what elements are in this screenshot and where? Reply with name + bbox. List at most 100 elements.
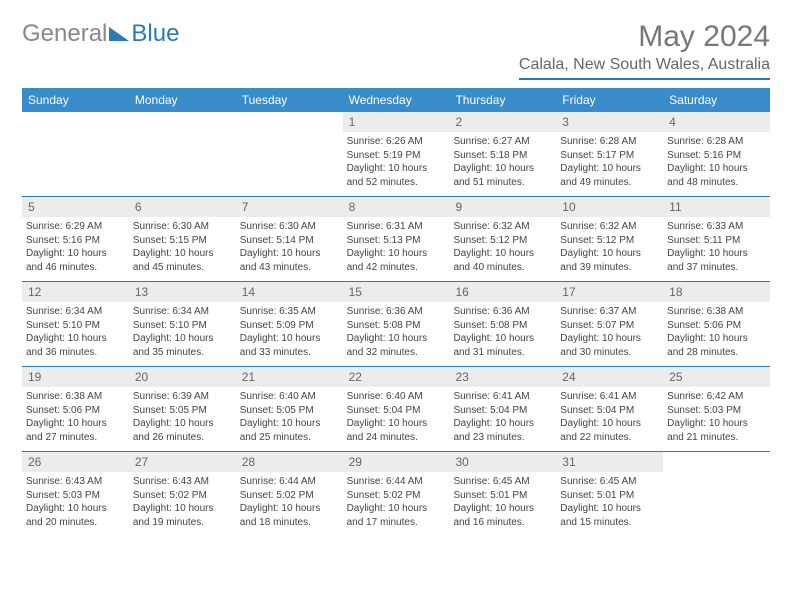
sunset-text: Sunset: 5:11 PM — [667, 234, 766, 248]
day-content: Sunrise: 6:32 AMSunset: 5:12 PMDaylight:… — [449, 217, 556, 280]
daylight-text: Daylight: 10 hours and 22 minutes. — [560, 417, 659, 444]
daylight-text: Daylight: 10 hours and 37 minutes. — [667, 247, 766, 274]
day-content: Sunrise: 6:35 AMSunset: 5:09 PMDaylight:… — [236, 302, 343, 365]
sunrise-text: Sunrise: 6:45 AM — [560, 475, 659, 489]
day-content: Sunrise: 6:41 AMSunset: 5:04 PMDaylight:… — [449, 387, 556, 450]
day-cell: 27 Sunrise: 6:43 AMSunset: 5:02 PMDayligh… — [129, 452, 236, 536]
day-number: 2 — [449, 112, 556, 132]
daylight-text: Daylight: 10 hours and 40 minutes. — [453, 247, 552, 274]
location-text: Calala, New South Wales, Australia — [519, 56, 770, 80]
sunrise-text: Sunrise: 6:36 AM — [347, 305, 446, 319]
day-content: Sunrise: 6:36 AMSunset: 5:08 PMDaylight:… — [449, 302, 556, 365]
sunrise-text: Sunrise: 6:39 AM — [133, 390, 232, 404]
sunrise-text: Sunrise: 6:40 AM — [240, 390, 339, 404]
daylight-text: Daylight: 10 hours and 26 minutes. — [133, 417, 232, 444]
day-content: Sunrise: 6:28 AMSunset: 5:16 PMDaylight:… — [663, 132, 770, 195]
day-content: Sunrise: 6:31 AMSunset: 5:13 PMDaylight:… — [343, 217, 450, 280]
day-cell: 17Sunrise: 6:37 AMSunset: 5:07 PMDayligh… — [556, 282, 663, 366]
day-cell: 15Sunrise: 6:36 AMSunset: 5:08 PMDayligh… — [343, 282, 450, 366]
day-content: Sunrise: 6:33 AMSunset: 5:11 PMDaylight:… — [663, 217, 770, 280]
sunrise-text: Sunrise: 6:37 AM — [560, 305, 659, 319]
day-number: 1 — [343, 112, 450, 132]
day-cell: 26Sunrise: 6:43 AMSunset: 5:03 PMDayligh… — [22, 452, 129, 536]
sunset-text: Sunset: 5:10 PM — [26, 319, 125, 333]
day-header: Monday — [129, 88, 236, 112]
sunrise-text: Sunrise: 6:27 AM — [453, 135, 552, 149]
sunset-text: Sunset: 5:02 PM — [133, 489, 232, 503]
day-number: 31 — [556, 452, 663, 472]
sunset-text: Sunset: 5:02 PM — [347, 489, 446, 503]
day-content: Sunrise: 6:45 AMSunset: 5:01 PMDaylight:… — [556, 472, 663, 535]
day-cell: 4Sunrise: 6:28 AMSunset: 5:16 PMDaylight… — [663, 112, 770, 196]
day-header: Tuesday — [236, 88, 343, 112]
day-cell: 25Sunrise: 6:42 AMSunset: 5:03 PMDayligh… — [663, 367, 770, 451]
daylight-text: Daylight: 10 hours and 27 minutes. — [26, 417, 125, 444]
day-number: 8 — [343, 197, 450, 217]
daylight-text: Daylight: 10 hours and 16 minutes. — [453, 502, 552, 529]
sunset-text: Sunset: 5:06 PM — [667, 319, 766, 333]
sunrise-text: Sunrise: 6:29 AM — [26, 220, 125, 234]
week-row: 26Sunrise: 6:43 AMSunset: 5:03 PMDayligh… — [22, 452, 770, 536]
day-content: Sunrise: 6:34 AMSunset: 5:10 PMDaylight:… — [129, 302, 236, 365]
day-cell: 24Sunrise: 6:41 AMSunset: 5:04 PMDayligh… — [556, 367, 663, 451]
day-number: 27 — [129, 452, 236, 472]
sunrise-text: Sunrise: 6:44 AM — [240, 475, 339, 489]
day-content: Sunrise: 6:41 AMSunset: 5:04 PMDaylight:… — [556, 387, 663, 450]
daylight-text: Daylight: 10 hours and 15 minutes. — [560, 502, 659, 529]
day-content: Sunrise: 6:30 AMSunset: 5:15 PMDaylight:… — [129, 217, 236, 280]
day-content: Sunrise: 6:28 AMSunset: 5:17 PMDaylight:… — [556, 132, 663, 195]
day-content: Sunrise: 6:29 AMSunset: 5:16 PMDaylight:… — [22, 217, 129, 280]
sunset-text: Sunset: 5:05 PM — [240, 404, 339, 418]
sunset-text: Sunset: 5:06 PM — [26, 404, 125, 418]
day-content: Sunrise: 6:30 AMSunset: 5:14 PMDaylight:… — [236, 217, 343, 280]
day-cell: 16Sunrise: 6:36 AMSunset: 5:08 PMDayligh… — [449, 282, 556, 366]
sunset-text: Sunset: 5:15 PM — [133, 234, 232, 248]
sunrise-text: Sunrise: 6:42 AM — [667, 390, 766, 404]
daylight-text: Daylight: 10 hours and 42 minutes. — [347, 247, 446, 274]
day-number: 4 — [663, 112, 770, 132]
sunrise-text: Sunrise: 6:44 AM — [347, 475, 446, 489]
day-number: 9 — [449, 197, 556, 217]
daylight-text: Daylight: 10 hours and 36 minutes. — [26, 332, 125, 359]
sunset-text: Sunset: 5:13 PM — [347, 234, 446, 248]
day-header: Saturday — [663, 88, 770, 112]
daylight-text: Daylight: 10 hours and 51 minutes. — [453, 162, 552, 189]
day-number: 15 — [343, 282, 450, 302]
daylight-text: Daylight: 10 hours and 28 minutes. — [667, 332, 766, 359]
sunrise-text: Sunrise: 6:34 AM — [26, 305, 125, 319]
sunset-text: Sunset: 5:16 PM — [26, 234, 125, 248]
sunrise-text: Sunrise: 6:26 AM — [347, 135, 446, 149]
day-cell: 23Sunrise: 6:41 AMSunset: 5:04 PMDayligh… — [449, 367, 556, 451]
day-cell: 9Sunrise: 6:32 AMSunset: 5:12 PMDaylight… — [449, 197, 556, 281]
sunset-text: Sunset: 5:08 PM — [453, 319, 552, 333]
week-row: 19Sunrise: 6:38 AMSunset: 5:06 PMDayligh… — [22, 367, 770, 452]
day-content: Sunrise: 6:40 AMSunset: 5:04 PMDaylight:… — [343, 387, 450, 450]
title-block: May 2024 Calala, New South Wales, Austra… — [519, 20, 770, 80]
sunset-text: Sunset: 5:05 PM — [133, 404, 232, 418]
daylight-text: Daylight: 10 hours and 19 minutes. — [133, 502, 232, 529]
day-content: Sunrise: 6:36 AMSunset: 5:08 PMDaylight:… — [343, 302, 450, 365]
day-number: 24 — [556, 367, 663, 387]
logo-triangle-icon — [109, 20, 129, 48]
day-content: Sunrise: 6:37 AMSunset: 5:07 PMDaylight:… — [556, 302, 663, 365]
daylight-text: Daylight: 10 hours and 45 minutes. — [133, 247, 232, 274]
day-cell: 10Sunrise: 6:32 AMSunset: 5:12 PMDayligh… — [556, 197, 663, 281]
sunset-text: Sunset: 5:14 PM — [240, 234, 339, 248]
sunset-text: Sunset: 5:01 PM — [453, 489, 552, 503]
month-title: May 2024 — [519, 20, 770, 54]
daylight-text: Daylight: 10 hours and 46 minutes. — [26, 247, 125, 274]
sunset-text: Sunset: 5:03 PM — [26, 489, 125, 503]
logo-text-left: General — [22, 20, 107, 48]
day-number: 23 — [449, 367, 556, 387]
sunrise-text: Sunrise: 6:32 AM — [453, 220, 552, 234]
sunrise-text: Sunrise: 6:43 AM — [133, 475, 232, 489]
day-number: 6 — [129, 197, 236, 217]
daylight-text: Daylight: 10 hours and 20 minutes. — [26, 502, 125, 529]
sunset-text: Sunset: 5:04 PM — [453, 404, 552, 418]
sunset-text: Sunset: 5:17 PM — [560, 149, 659, 163]
sunrise-text: Sunrise: 6:35 AM — [240, 305, 339, 319]
day-cell: 30Sunrise: 6:45 AMSunset: 5:01 PMDayligh… — [449, 452, 556, 536]
week-row: 5Sunrise: 6:29 AMSunset: 5:16 PMDaylight… — [22, 197, 770, 282]
day-content: Sunrise: 6:27 AMSunset: 5:18 PMDaylight:… — [449, 132, 556, 195]
sunset-text: Sunset: 5:18 PM — [453, 149, 552, 163]
